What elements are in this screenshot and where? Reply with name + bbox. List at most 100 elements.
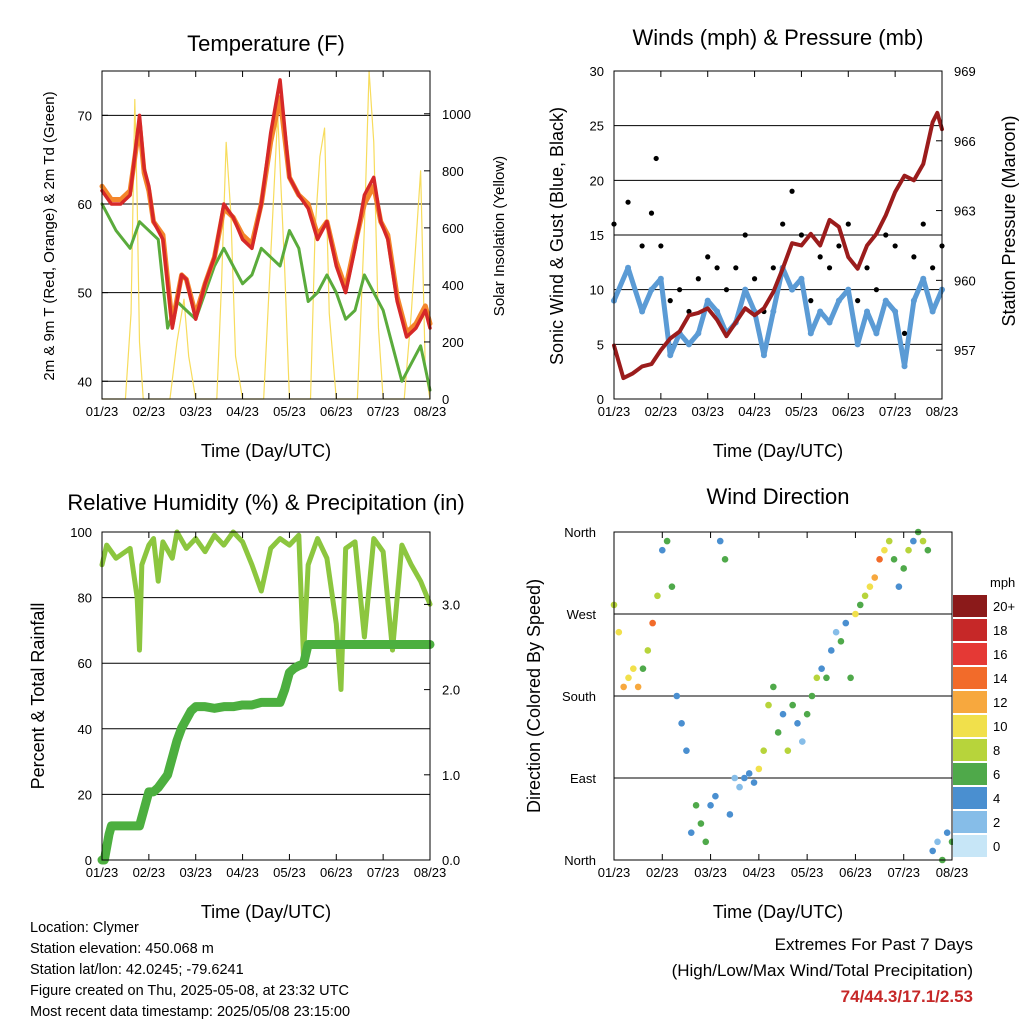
y2-tick-label: 0	[442, 392, 449, 407]
colorbar-swatch	[953, 739, 987, 761]
direction-point	[654, 592, 661, 600]
direction-point	[885, 537, 893, 545]
station-location: Location: Clymer	[30, 920, 139, 936]
direction-point	[823, 674, 830, 682]
y-tick-label: 5	[597, 337, 604, 352]
direction-point	[615, 628, 623, 636]
direction-point	[866, 583, 874, 590]
direction-point	[929, 847, 936, 855]
x-tick-label: 07/23	[879, 404, 912, 419]
station-info: Location: Clymer Station elevation: 450.…	[30, 918, 350, 1023]
station-latlon: Station lat/lon: 42.0245; -79.6241	[30, 962, 244, 978]
extremes-values: 74/44.3/17.1/2.53	[840, 987, 973, 1006]
x-tick-label: 08/23	[926, 404, 959, 419]
colorbar-label: 20+	[993, 599, 1015, 614]
direction-point	[832, 628, 840, 636]
direction-point	[716, 537, 724, 545]
y-tick-label: 80	[78, 591, 92, 606]
gust-point	[826, 265, 833, 271]
direction-title: Wind Direction	[706, 484, 849, 509]
y2-tick-label: 957	[954, 343, 976, 358]
sonic-wind-point	[892, 308, 899, 315]
direction-point	[639, 665, 647, 672]
x-tick-label: 05/23	[791, 865, 824, 880]
humidity-title: Relative Humidity (%) & Precipitation (i…	[67, 490, 464, 515]
sonic-wind-point	[742, 286, 749, 293]
x-tick-label: 01/23	[86, 404, 119, 419]
sonic-wind-point	[704, 297, 711, 304]
direction-point	[943, 829, 951, 836]
direction-point	[856, 601, 864, 609]
colorbar-swatch	[953, 811, 987, 833]
gust-point	[648, 210, 655, 216]
x-tick-label: 03/23	[179, 865, 212, 880]
gust-point	[836, 243, 842, 249]
sonic-wind-point	[835, 297, 842, 304]
y-tick-label: 40	[78, 722, 92, 737]
direction-point	[910, 537, 917, 545]
sonic-wind-point	[789, 286, 796, 293]
direction-point	[774, 729, 782, 736]
x-tick-label: 02/23	[645, 404, 678, 419]
speed-colorbar: mph 20+ 18 16 14 12 10 8 6 4 2 0	[953, 575, 1015, 857]
y-tick-label: East	[570, 771, 596, 786]
gust-point	[930, 265, 936, 271]
winds-title: Winds (mph) & Pressure (mb)	[633, 25, 924, 50]
x-tick-label: 05/23	[785, 404, 818, 419]
direction-panel: Wind Direction Time (Day/UTC) Direction …	[524, 484, 1015, 922]
x-tick-label: 07/23	[887, 865, 920, 880]
direction-point	[861, 592, 869, 600]
direction-point	[813, 674, 821, 682]
gust-point	[892, 243, 898, 249]
y-tick-label: 0	[85, 853, 92, 868]
direction-point	[634, 683, 642, 691]
direction-point	[905, 546, 912, 554]
sonic-wind-point	[901, 363, 908, 370]
sonic-wind-point	[826, 319, 833, 326]
gust-point	[723, 287, 730, 293]
extremes-box: Extremes For Past 7 Days (High/Low/Max W…	[672, 932, 973, 1010]
colorbar-swatch	[953, 619, 987, 641]
gust-point	[705, 254, 711, 260]
sonic-wind-point	[770, 308, 777, 315]
x-tick-label: 06/23	[320, 404, 353, 419]
colorbar-label: 6	[993, 767, 1000, 782]
y-tick-label: North	[564, 853, 596, 868]
gust-point	[873, 287, 880, 293]
series-station-pressure	[612, 110, 944, 381]
colorbar-swatch	[953, 763, 987, 785]
temperature-ylabel: 2m & 9m T (Red, Orange) & 2m Td (Green)	[41, 91, 58, 380]
y-tick-label: 15	[590, 228, 604, 243]
y2-tick-label: 2.0	[442, 683, 460, 698]
x-tick-label: 04/23	[743, 865, 776, 880]
direction-point	[663, 537, 671, 545]
series-2m-td	[100, 202, 432, 392]
sonic-wind-point	[873, 330, 880, 337]
colorbar-swatch	[953, 835, 987, 857]
gust-point	[798, 232, 805, 238]
sonic-wind-point	[798, 275, 805, 282]
gust-point	[817, 254, 823, 260]
x-tick-label: 04/23	[226, 865, 259, 880]
gust-point	[733, 265, 739, 271]
y2-tick-label: 1.0	[442, 768, 460, 783]
x-tick-label: 06/23	[320, 865, 353, 880]
direction-point	[741, 774, 748, 782]
gust-point	[695, 276, 701, 282]
x-tick-label: 03/23	[179, 404, 212, 419]
direction-point	[818, 665, 825, 672]
direction-ylabel: Direction (Colored By Speed)	[524, 579, 544, 813]
gust-point	[770, 265, 776, 271]
direction-point	[644, 647, 652, 654]
winds-y2label: Station Pressure (Maroon)	[999, 115, 1019, 326]
y2-tick-label: 600	[442, 221, 464, 236]
y-tick-label: West	[567, 607, 597, 622]
series-2m-t	[100, 78, 432, 339]
y2-tick-label: 0.0	[442, 853, 460, 868]
gust-point	[751, 276, 758, 282]
y2-tick-label: 960	[954, 273, 976, 288]
direction-point	[924, 546, 932, 554]
x-tick-label: 06/23	[832, 404, 865, 419]
direction-point	[721, 556, 729, 563]
x-tick-label: 01/23	[598, 404, 631, 419]
